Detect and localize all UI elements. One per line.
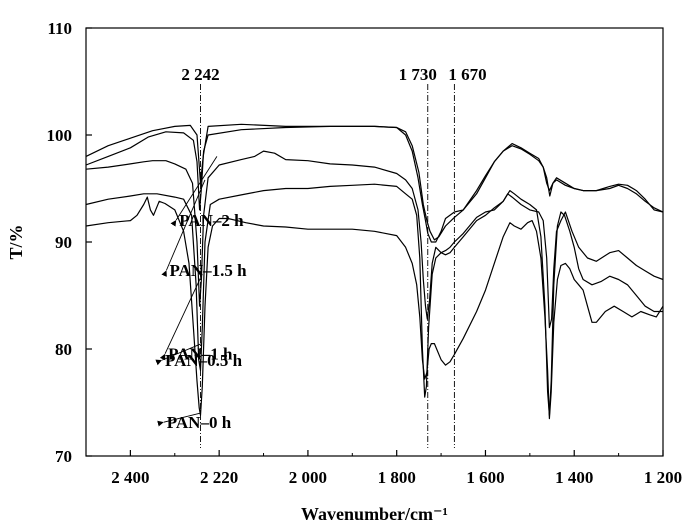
spectrum-line	[85, 196, 664, 420]
series-label-arrow	[157, 412, 201, 427]
reference-lines: 2 242 1 730 1 670	[181, 65, 487, 448]
x-tick-label: 1 200	[644, 468, 682, 487]
spectrum-line	[85, 125, 664, 241]
series-label-arrow	[161, 179, 206, 277]
x-tick-label: 1 800	[378, 468, 416, 487]
x-tick-label: 1 600	[466, 468, 504, 487]
series-label: PAN–0 h	[167, 413, 232, 432]
series-label: PAN–0.5 h	[165, 351, 243, 370]
x-tick-label: 1 400	[555, 468, 593, 487]
reference-line-label: 1 730	[399, 65, 437, 84]
x-tick-label: 2 220	[200, 468, 238, 487]
series-label-arrow	[170, 156, 218, 227]
y-axis: 70 80 90 100 110	[47, 19, 92, 466]
y-tick-label: 70	[55, 447, 72, 466]
x-axis-title: Wavenumber/cm⁻¹	[301, 504, 448, 524]
spectrum-line	[85, 123, 664, 243]
spectrum-line	[85, 150, 664, 329]
series-label: PAN–2 h	[179, 211, 244, 230]
y-tick-label: 90	[55, 233, 72, 252]
spectrum-line	[85, 183, 663, 416]
reference-line-label: 2 242	[181, 65, 219, 84]
x-tick-label: 2 000	[289, 468, 327, 487]
y-tick-label: 100	[47, 126, 73, 145]
x-axis: 2 400 2 220 2 000 1 800 1 600 1 400 1 200	[85, 450, 682, 487]
reference-line-label: 1 670	[448, 65, 486, 84]
series-label: PAN–1.5 h	[169, 261, 247, 280]
x-tick-label: 2 400	[111, 468, 149, 487]
y-tick-label: 110	[47, 19, 72, 38]
series-label: PAN–1 h	[168, 345, 233, 364]
series-label-arrow	[155, 343, 202, 366]
spectra-series	[85, 123, 664, 420]
y-axis-title: T/%	[6, 224, 26, 259]
y-tick-label: 80	[55, 340, 72, 359]
series-label-arrow	[159, 273, 203, 361]
